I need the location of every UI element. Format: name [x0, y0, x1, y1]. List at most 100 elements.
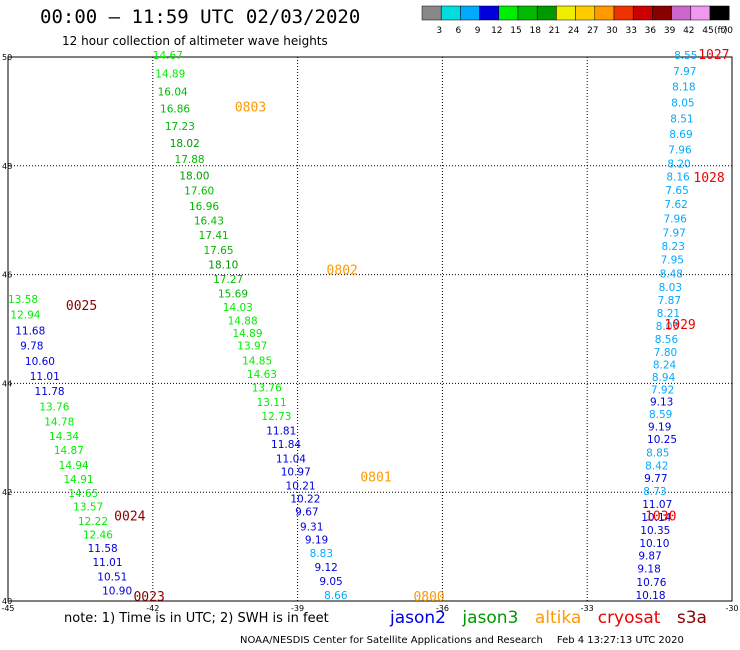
swh-value: 13.58 [8, 294, 38, 306]
swh-value: 9.19 [648, 422, 671, 434]
colorbar-cell [671, 5, 692, 21]
colorbar-label: 12 [491, 26, 502, 36]
colorbar-cell [652, 5, 672, 21]
swh-value: 9.12 [314, 562, 337, 574]
colorbar-cell [632, 5, 653, 21]
swh-value: 18.02 [170, 138, 200, 150]
pass-time-labels: 0803 0802 0801 0800 0025 0024 0023 1027 1028 1029… [66, 48, 730, 605]
swh-value: 8.85 [646, 447, 669, 459]
pass-time-label: 1029 [664, 318, 695, 333]
swh-value: 8.51 [670, 113, 693, 125]
x-tick-label: -33 [581, 604, 594, 613]
colorbar-label: 42 [683, 26, 694, 36]
colorbar-label: 33 [625, 26, 636, 36]
credit-timestamp: Feb 4 13:27:13 UTC 2020 [556, 635, 684, 646]
swh-value: 8.94 [652, 372, 676, 384]
swh-value: 12.46 [83, 529, 113, 541]
swh-value: 7.65 [665, 185, 688, 197]
footnote: note: 1) Time is in UTC; 2) SWH is in fe… [64, 611, 329, 626]
colorbar-cell [690, 5, 711, 21]
colorbar-label: 18 [529, 26, 541, 36]
swh-value: 8.03 [656, 321, 679, 333]
colorbar-cell [575, 5, 596, 21]
x-tick-label: -45 [1, 604, 14, 613]
swh-value: 7.92 [651, 385, 674, 397]
swh-value: 8.83 [310, 548, 333, 560]
swh-value: 9.67 [295, 507, 318, 519]
credit-line: NOAA/NESDIS Center for Satellite Applica… [240, 635, 684, 646]
swh-value: 14.34 [49, 431, 79, 443]
colorbar-cell [709, 5, 730, 21]
wave-height-points: 14.67 14.89 16.04 16.86 17.23 18.02 17.88 18.00… [8, 50, 697, 602]
swh-value: 17.88 [175, 154, 205, 166]
swh-value: 11.84 [271, 439, 301, 451]
swh-value: 9.78 [20, 341, 43, 353]
y-axis-ticks: 40 42 44 46 48 50 [2, 53, 12, 606]
colorbar-label: 36 [645, 26, 657, 36]
swh-value: 7.96 [668, 144, 692, 156]
colorbar-label: 6 [456, 26, 462, 36]
swh-value: 13.97 [237, 341, 267, 353]
swh-value: 7.97 [662, 228, 685, 240]
colorbar-unit: (ft) [714, 26, 728, 36]
swh-value: 8.18 [672, 82, 695, 94]
colorbar-label: 21 [549, 26, 560, 36]
swh-value: 8.59 [649, 409, 672, 421]
swh-value: 9.05 [319, 576, 342, 588]
swh-value: 9.13 [650, 397, 673, 409]
swh-value: 17.41 [199, 230, 229, 242]
y-tick-label: 42 [2, 488, 12, 497]
colorbar-cell [479, 5, 500, 21]
colorbar-label: 3 [436, 26, 442, 36]
swh-value: 14.89 [155, 69, 185, 81]
pass-time-label: 0024 [114, 509, 145, 524]
swh-value: 8.03 [659, 282, 682, 294]
legend-s3a: s3a [676, 608, 707, 628]
pass-time-label: 0802 [327, 264, 358, 279]
x-tick-label: -36 [436, 604, 449, 613]
x-tick-label: -30 [725, 604, 738, 613]
swh-value: 12.94 [10, 310, 40, 322]
plot-border [7, 56, 733, 602]
swh-value: 10.21 [286, 480, 316, 492]
pass-time-label: 0023 [133, 590, 164, 605]
colorbar-label: 24 [568, 26, 580, 36]
swh-value: 7.87 [658, 295, 681, 307]
swh-value: 8.55 [674, 50, 697, 62]
swh-value: 11.58 [88, 543, 118, 555]
swh-value: 17.60 [184, 186, 214, 198]
swh-value: 14.63 [247, 369, 277, 381]
pass-time-label: 0801 [360, 470, 391, 485]
swh-value: 10.60 [25, 356, 55, 368]
swh-value: 12.73 [261, 411, 291, 423]
colorbar-label: 45 [702, 26, 713, 36]
legend-cryosat: cryosat [597, 608, 661, 628]
swh-value: 14.67 [153, 50, 183, 62]
colorbar-label: 39 [664, 26, 676, 36]
swh-value: 14.94 [59, 460, 89, 472]
swh-value: 9.19 [305, 534, 328, 546]
plot-frame [7, 56, 733, 602]
plot-grid [7, 56, 733, 602]
swh-value: 16.96 [189, 201, 219, 213]
pass-time-label: 1027 [698, 48, 729, 63]
swh-value: 9.87 [638, 551, 661, 563]
swh-value: 15.69 [218, 288, 248, 300]
swh-value: 10.35 [640, 525, 670, 537]
swh-value: 8.66 [324, 590, 348, 602]
swh-value: 8.23 [662, 241, 685, 253]
swh-value: 14.87 [54, 445, 84, 457]
swh-value: 14.88 [228, 316, 258, 328]
colorbar-cell [421, 5, 442, 21]
swh-value: 7.95 [661, 255, 684, 267]
x-tick-label: -39 [291, 604, 304, 613]
swh-value: 12.22 [78, 516, 108, 528]
swh-value: 10.22 [290, 494, 320, 506]
swh-value: 8.56 [655, 334, 679, 346]
colorbar-cell [460, 5, 480, 21]
swh-value: 11.68 [15, 325, 45, 337]
swh-value: 16.04 [158, 87, 188, 99]
swh-value: 11.01 [92, 557, 122, 569]
swh-value: 17.65 [203, 245, 233, 257]
swh-value: 8.16 [666, 171, 690, 183]
